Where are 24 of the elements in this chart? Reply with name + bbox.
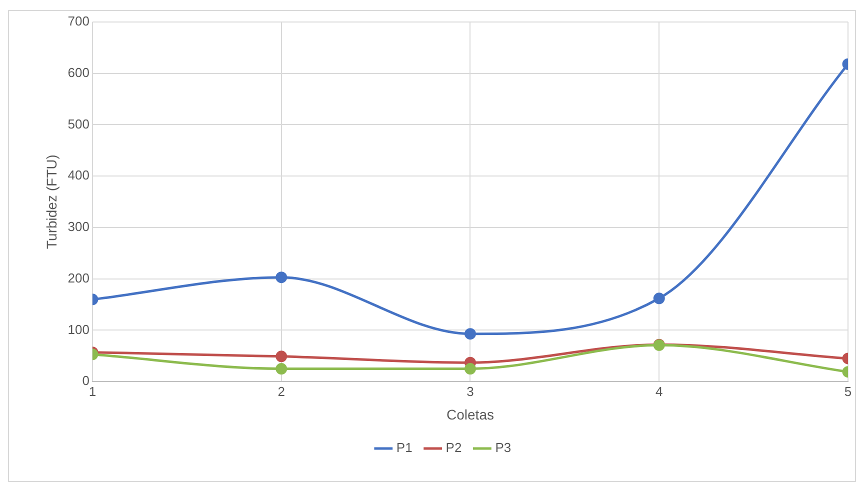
- x-tick-label: 1: [88, 384, 96, 399]
- y-axis-title: Turbidez (FTU): [43, 154, 60, 249]
- point: [464, 328, 476, 340]
- point: [464, 363, 476, 375]
- y-tick-label: 0: [82, 373, 90, 388]
- point: [276, 363, 288, 375]
- y-tick-label: 300: [68, 219, 90, 234]
- y-tick-label: 200: [68, 270, 90, 286]
- x-tick-label: 3: [466, 384, 474, 399]
- point: [653, 292, 665, 304]
- legend-label: P3: [495, 440, 512, 456]
- y-tick-label: 600: [68, 64, 90, 80]
- y-tick-label: 100: [68, 322, 90, 337]
- x-axis-title: Coletas: [446, 406, 494, 422]
- x-tick-label: 2: [278, 384, 285, 399]
- x-tick-label: 5: [844, 384, 852, 399]
- x-tick-label: 4: [656, 384, 663, 399]
- y-tick-label: 500: [68, 116, 90, 132]
- y-tick-label: 400: [68, 168, 90, 183]
- y-tick-label: 700: [68, 14, 90, 29]
- point: [276, 272, 288, 284]
- legend-label: P2: [446, 440, 462, 456]
- legend-label: P1: [396, 440, 412, 456]
- point: [276, 350, 288, 362]
